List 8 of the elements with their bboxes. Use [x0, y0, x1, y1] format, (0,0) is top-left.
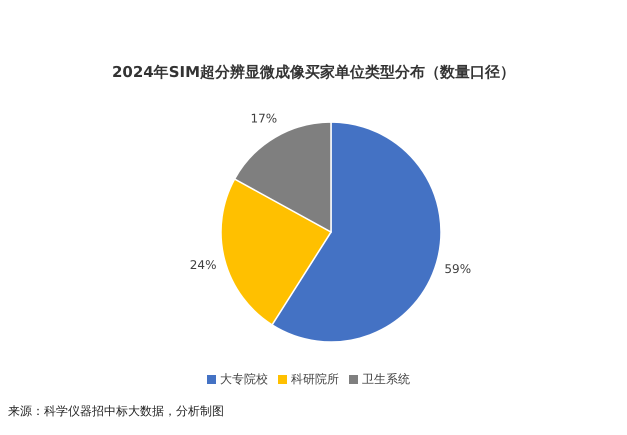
chart-title: 2024年SIM超分辨显微成像买家单位类型分布（数量口径）	[110, 63, 516, 82]
legend-label: 大专院校	[220, 372, 268, 386]
data-label: 59%	[444, 262, 472, 276]
legend-label: 卫生系统	[362, 372, 410, 386]
legend-label: 科研院所	[291, 372, 339, 386]
source-note: 来源：科学仪器招中标大数据，分析制图	[8, 403, 224, 420]
data-label: 24%	[190, 258, 216, 272]
data-label: 17%	[250, 111, 278, 126]
